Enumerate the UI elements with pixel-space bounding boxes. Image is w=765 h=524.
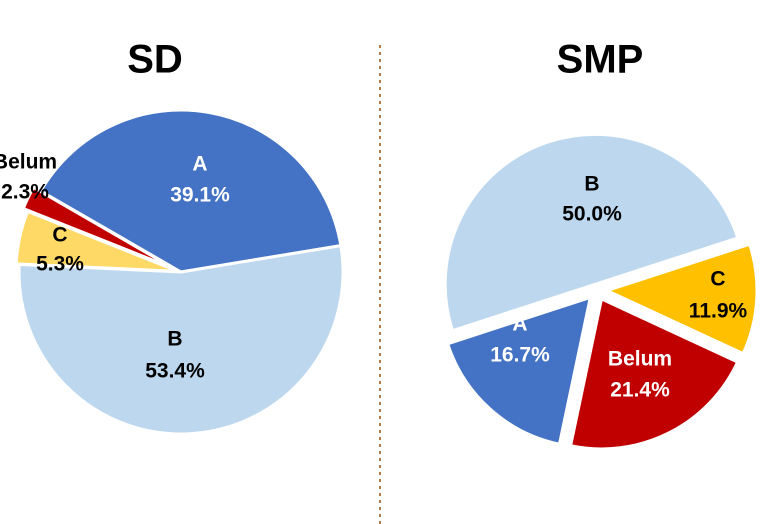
slice-category: A [192,153,207,176]
pie-slice [443,132,740,333]
slice-category: B [584,173,599,196]
slice-category: B [167,328,182,351]
pie-slice [21,185,175,270]
pie-slice [17,243,345,436]
data-label: 5.3% [36,253,84,276]
data-label: 21.4% [610,379,670,402]
slice-category: C [52,224,67,247]
slice-category: Belum [0,151,57,174]
slice-category: Belum [608,348,672,371]
data-label: 39.1% [170,184,230,207]
slice-category: A [512,313,527,336]
data-label: 2.3% [1,181,49,204]
chart-title: SD [127,38,183,82]
pie-slice [602,242,759,356]
pie-slice [38,108,343,274]
data-label: 53.4% [145,360,205,383]
pie-slice [568,296,740,451]
data-label: 50.0% [562,203,622,226]
data-label: 16.7% [490,344,550,367]
data-label: 11.9% [689,300,748,323]
chart-title: SMP [557,38,644,82]
pie-slice [445,295,593,447]
slice-category: C [710,268,725,291]
